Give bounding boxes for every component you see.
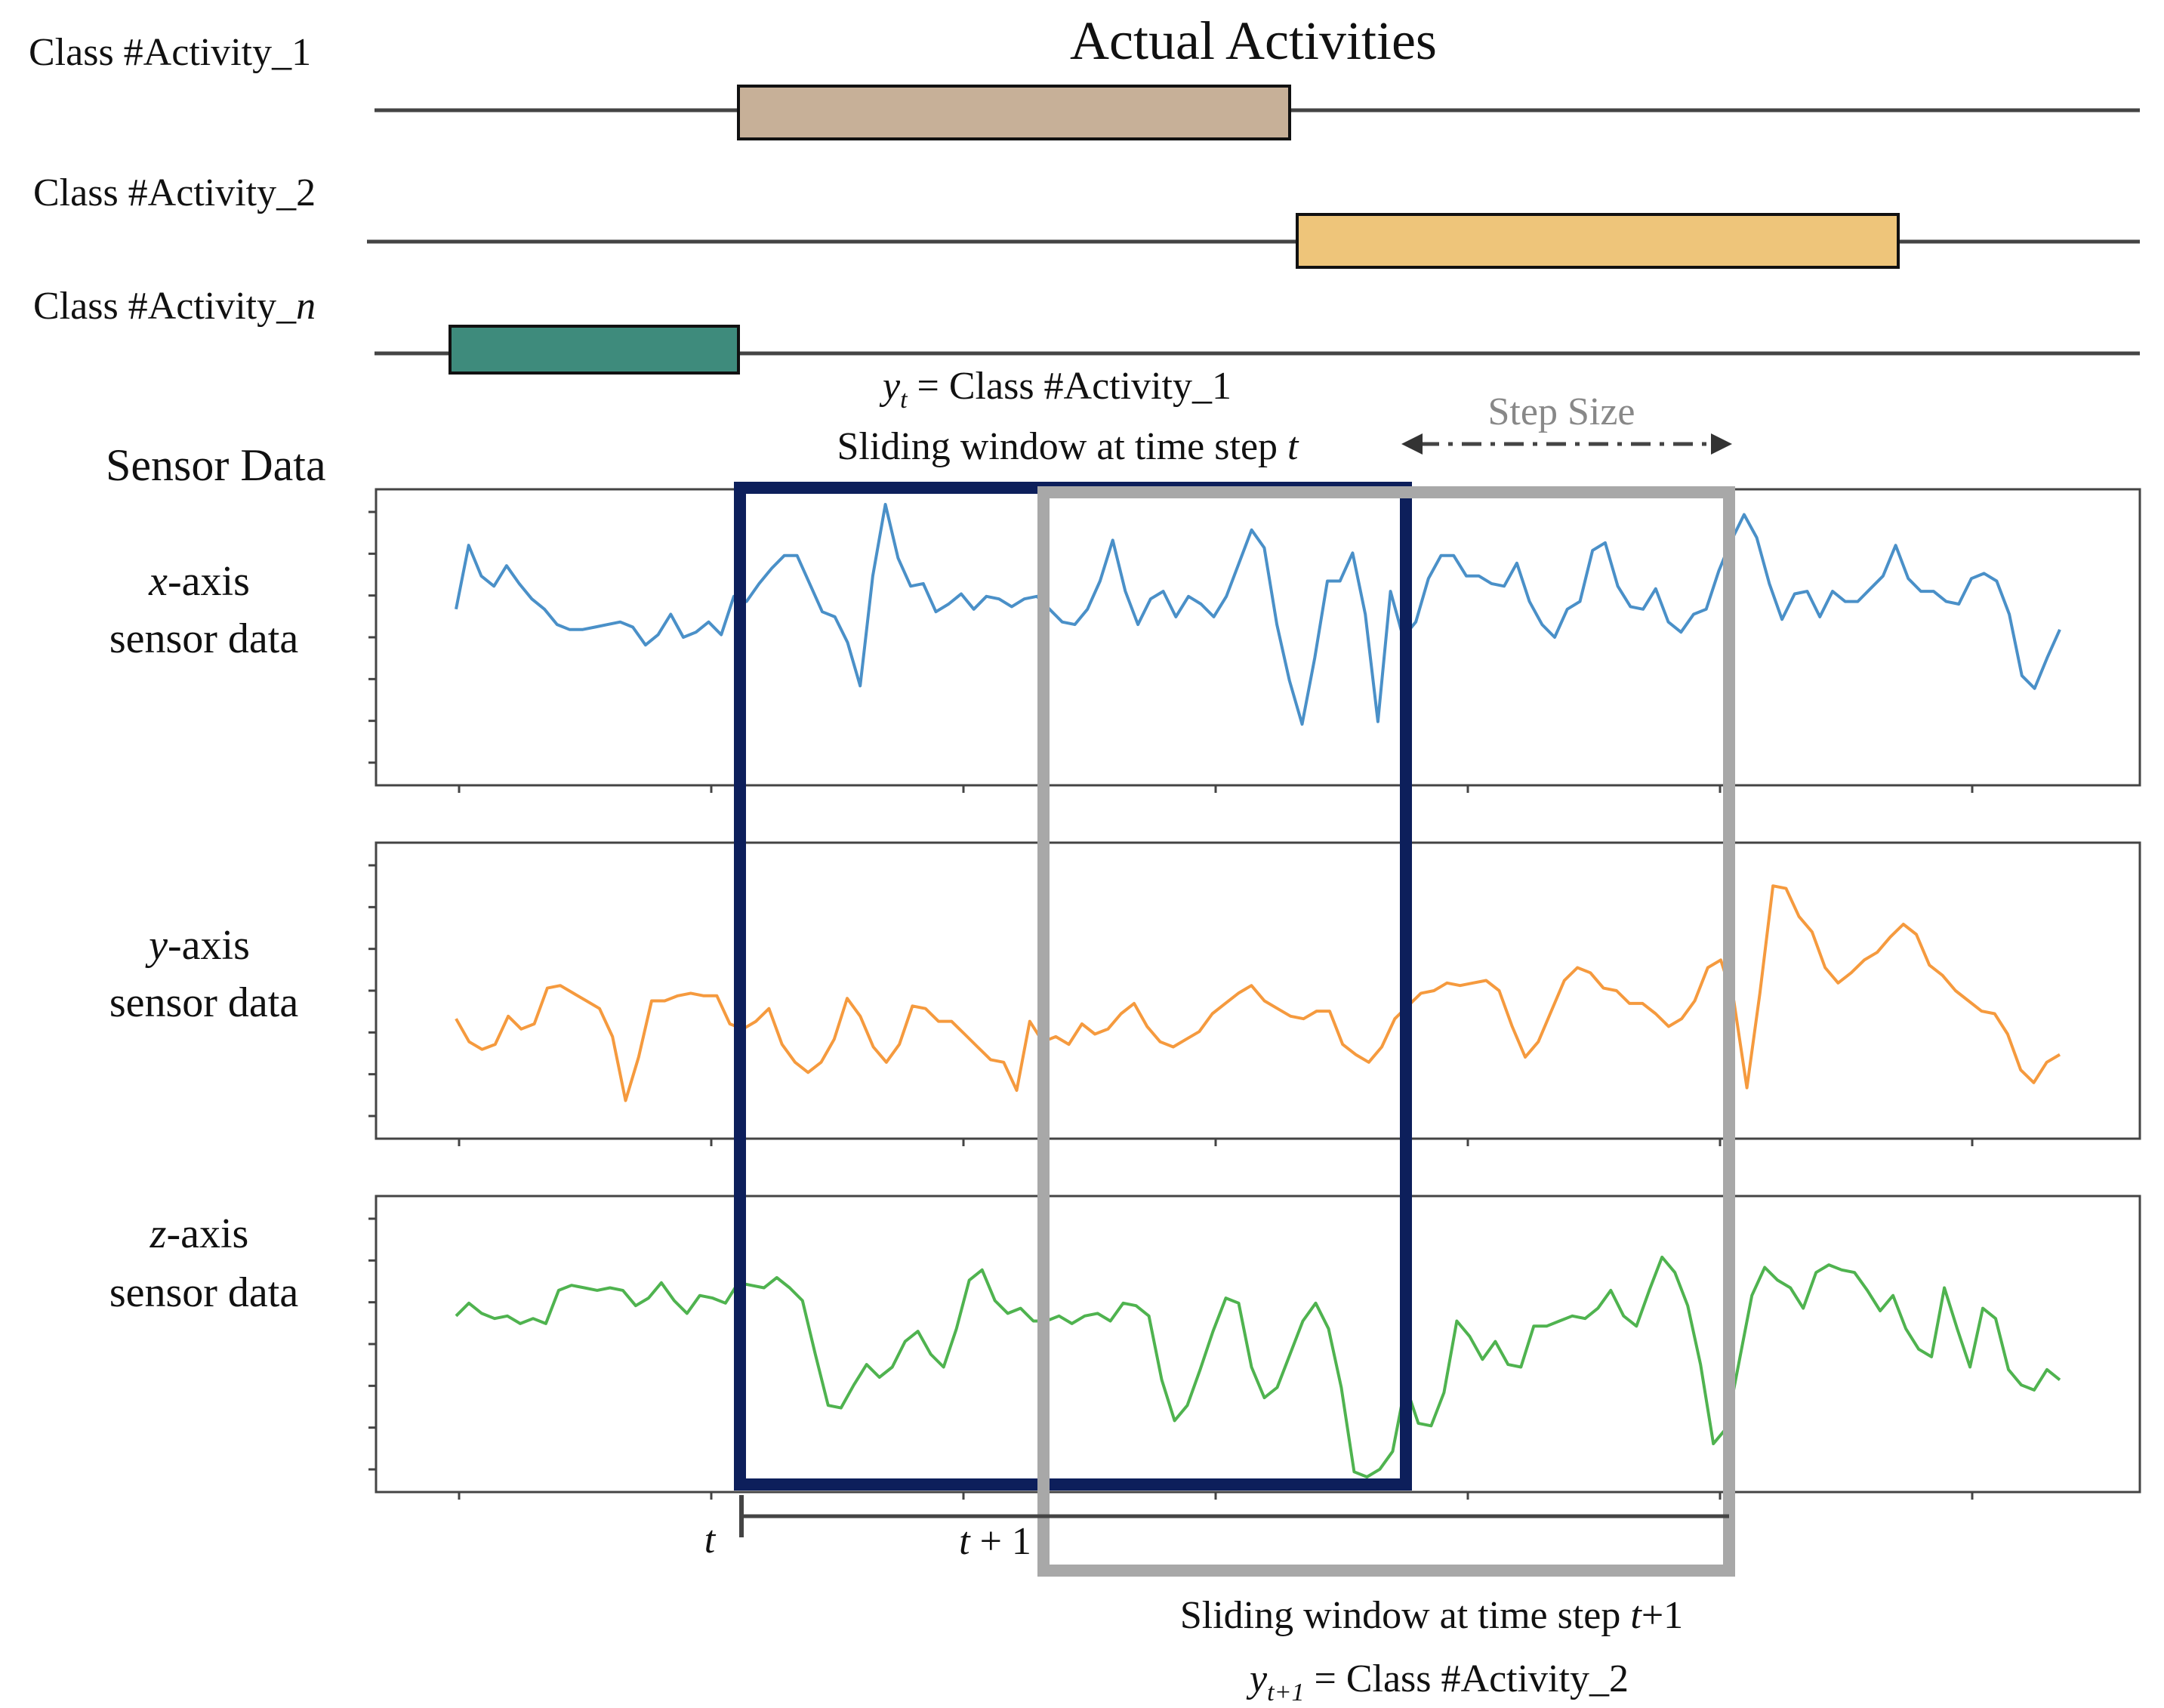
- activity-2-label: Class #Activity_2: [33, 171, 316, 214]
- axis-labels: x-axis sensor data y-axis sensor data z-…: [109, 558, 299, 1316]
- diagram-title: Actual Activities: [1070, 11, 1437, 71]
- sensor-data-title: Sensor Data: [106, 440, 326, 490]
- activity-n-bar: [449, 325, 740, 375]
- activity-n-label: Class #Activity_n: [33, 285, 316, 328]
- z-axis-series-line: [455, 1255, 2061, 1478]
- window-t-frame: [734, 482, 1412, 1491]
- activity-2-bar: [1296, 213, 1900, 269]
- y-axis-plot-frame: [375, 841, 2141, 1140]
- y-axis-label-line1: y-axis: [145, 922, 250, 969]
- y-axis-label-line2: sensor data: [109, 979, 299, 1026]
- step-size-indicator: Step Size: [1401, 390, 1732, 455]
- sensor-plots: [368, 488, 2141, 1500]
- activity-timelines: Class #Activity_1 Class #Activity_2 Clas…: [29, 31, 2140, 375]
- activity-1-label: Class #Activity_1: [29, 31, 311, 74]
- z-axis-plot-frame: [375, 1195, 2141, 1494]
- window-t1-frame: [1037, 486, 1735, 1577]
- step-size-left-arrowhead: [1401, 433, 1423, 455]
- time-axis-t1-label: t + 1: [959, 1520, 1031, 1563]
- time-axis-t-label: t: [704, 1518, 717, 1562]
- step-size-right-arrowhead: [1711, 433, 1732, 455]
- window-t-class-label: yt = Class #Activity_1: [879, 365, 1232, 414]
- activity-1-bar: [737, 85, 1291, 140]
- window-t-caption: Sliding window at time step t: [837, 425, 1300, 468]
- window-t1-caption: Sliding window at time step t+1: [1180, 1594, 1683, 1637]
- x-axis-label-line2: sensor data: [109, 615, 299, 662]
- window-t1-class-label: yt+1 = Class #Activity_2: [1246, 1657, 1629, 1706]
- x-axis-label-line1: x-axis: [148, 558, 250, 605]
- time-axis: t t + 1: [704, 1495, 1729, 1563]
- y-axis-series-line: [455, 884, 2061, 1102]
- z-axis-label-line2: sensor data: [109, 1269, 299, 1316]
- z-axis-label-line1: z-axis: [150, 1210, 249, 1257]
- x-axis-series-line: [455, 503, 2061, 726]
- step-size-label: Step Size: [1488, 390, 1635, 433]
